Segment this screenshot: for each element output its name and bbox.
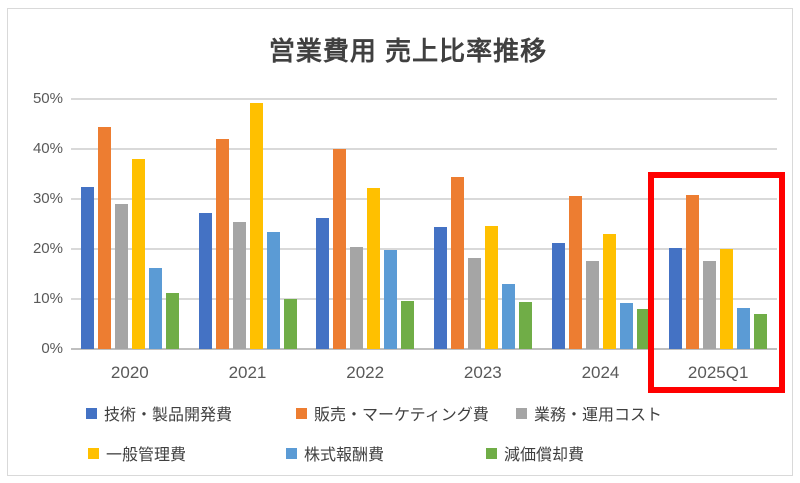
legend-label: 一般管理費 <box>106 447 187 464</box>
legend-label: 技術・製品開発費 <box>104 407 233 424</box>
chart-title: 営業費用 売上比率推移 <box>268 36 548 66</box>
legend-swatch-icon <box>516 407 527 419</box>
gridline <box>71 148 777 150</box>
legend-item-series1: 販売・マーケティング費 <box>296 405 489 424</box>
legend-item-series4: 株式報酬費 <box>286 445 384 464</box>
bar-2024-series3 <box>602 234 616 349</box>
legend-label: 減価償却費 <box>504 447 585 464</box>
bar-2021-series4 <box>266 231 280 349</box>
bar-2024-series0 <box>551 242 565 349</box>
bar-2024-series5 <box>636 309 650 349</box>
y-axis-tick: 50% <box>32 90 63 107</box>
legend-item-series2: 業務・運用コスト <box>516 405 662 424</box>
legend-item-series0: 技術・製品開発費 <box>86 405 232 424</box>
legend-swatch-icon <box>486 447 497 459</box>
bar-2024-series1 <box>568 196 582 349</box>
x-axis-label-2024: 2024 <box>581 363 620 382</box>
bar-2025Q1-series3 <box>720 248 734 349</box>
bar-2025Q1-series5 <box>754 314 768 349</box>
y-axis-tick: 30% <box>32 190 63 207</box>
bar-2023-series0 <box>433 226 447 349</box>
bar-2020-series4 <box>148 268 162 349</box>
bar-2021-series1 <box>215 138 229 349</box>
bar-2020-series5 <box>165 293 179 349</box>
legend-swatch-icon <box>296 407 307 419</box>
x-axis-line <box>71 348 777 350</box>
x-axis-label-2023: 2023 <box>463 363 502 382</box>
bar-2022-series5 <box>401 300 415 349</box>
gridline <box>71 248 777 250</box>
bar-2023-series4 <box>501 284 515 349</box>
bar-2025Q1-series2 <box>703 261 717 349</box>
bar-2021-series0 <box>198 212 212 349</box>
legend-label: 業務・運用コスト <box>534 407 663 424</box>
bar-2022-series1 <box>333 149 347 349</box>
bar-2020-series1 <box>97 127 111 349</box>
legend-swatch-icon <box>286 447 297 459</box>
bar-2020-series3 <box>131 159 145 349</box>
bar-2023-series2 <box>467 257 481 349</box>
bar-2025Q1-series0 <box>669 247 683 349</box>
y-axis-tick: 40% <box>32 140 63 157</box>
bar-2021-series2 <box>232 222 246 349</box>
legend-item-series3: 一般管理費 <box>88 445 186 464</box>
gridline <box>71 198 777 200</box>
x-axis-label-2022: 2022 <box>346 363 385 382</box>
bar-2023-series3 <box>484 225 498 349</box>
bar-2020-series0 <box>80 187 94 349</box>
bar-2022-series0 <box>316 217 330 349</box>
bar-2023-series1 <box>450 176 464 349</box>
legend-item-series5: 減価償却費 <box>486 445 584 464</box>
y-axis-tick: 0% <box>41 340 63 357</box>
bar-2024-series4 <box>619 302 633 349</box>
bar-2023-series5 <box>518 301 532 349</box>
x-axis-label-2025Q1: 2025Q1 <box>687 363 749 382</box>
x-axis-label-2021: 2021 <box>228 363 267 382</box>
bar-2021-series5 <box>283 299 297 349</box>
legend-label: 販売・マーケティング費 <box>314 407 489 424</box>
legend-swatch-icon <box>88 447 99 459</box>
gridline <box>71 298 777 300</box>
y-axis-tick: 20% <box>32 240 63 257</box>
gridline <box>71 98 777 100</box>
bar-2025Q1-series1 <box>686 194 700 349</box>
bar-2025Q1-series4 <box>737 307 751 349</box>
bar-2021-series3 <box>249 103 263 349</box>
x-axis-label-2020: 2020 <box>110 363 149 382</box>
bar-2022-series4 <box>384 250 398 349</box>
legend-label: 株式報酬費 <box>304 447 385 464</box>
legend-swatch-icon <box>86 407 97 419</box>
bar-2024-series2 <box>585 261 599 349</box>
bar-2022-series3 <box>367 187 381 349</box>
bar-2022-series2 <box>350 247 364 349</box>
chart-frame: 営業費用 売上比率推移 0% 10% 20% 30% 40% 50% 2020 2021 202… <box>7 8 793 476</box>
bar-2020-series2 <box>114 204 128 349</box>
y-axis-tick: 10% <box>32 290 63 307</box>
